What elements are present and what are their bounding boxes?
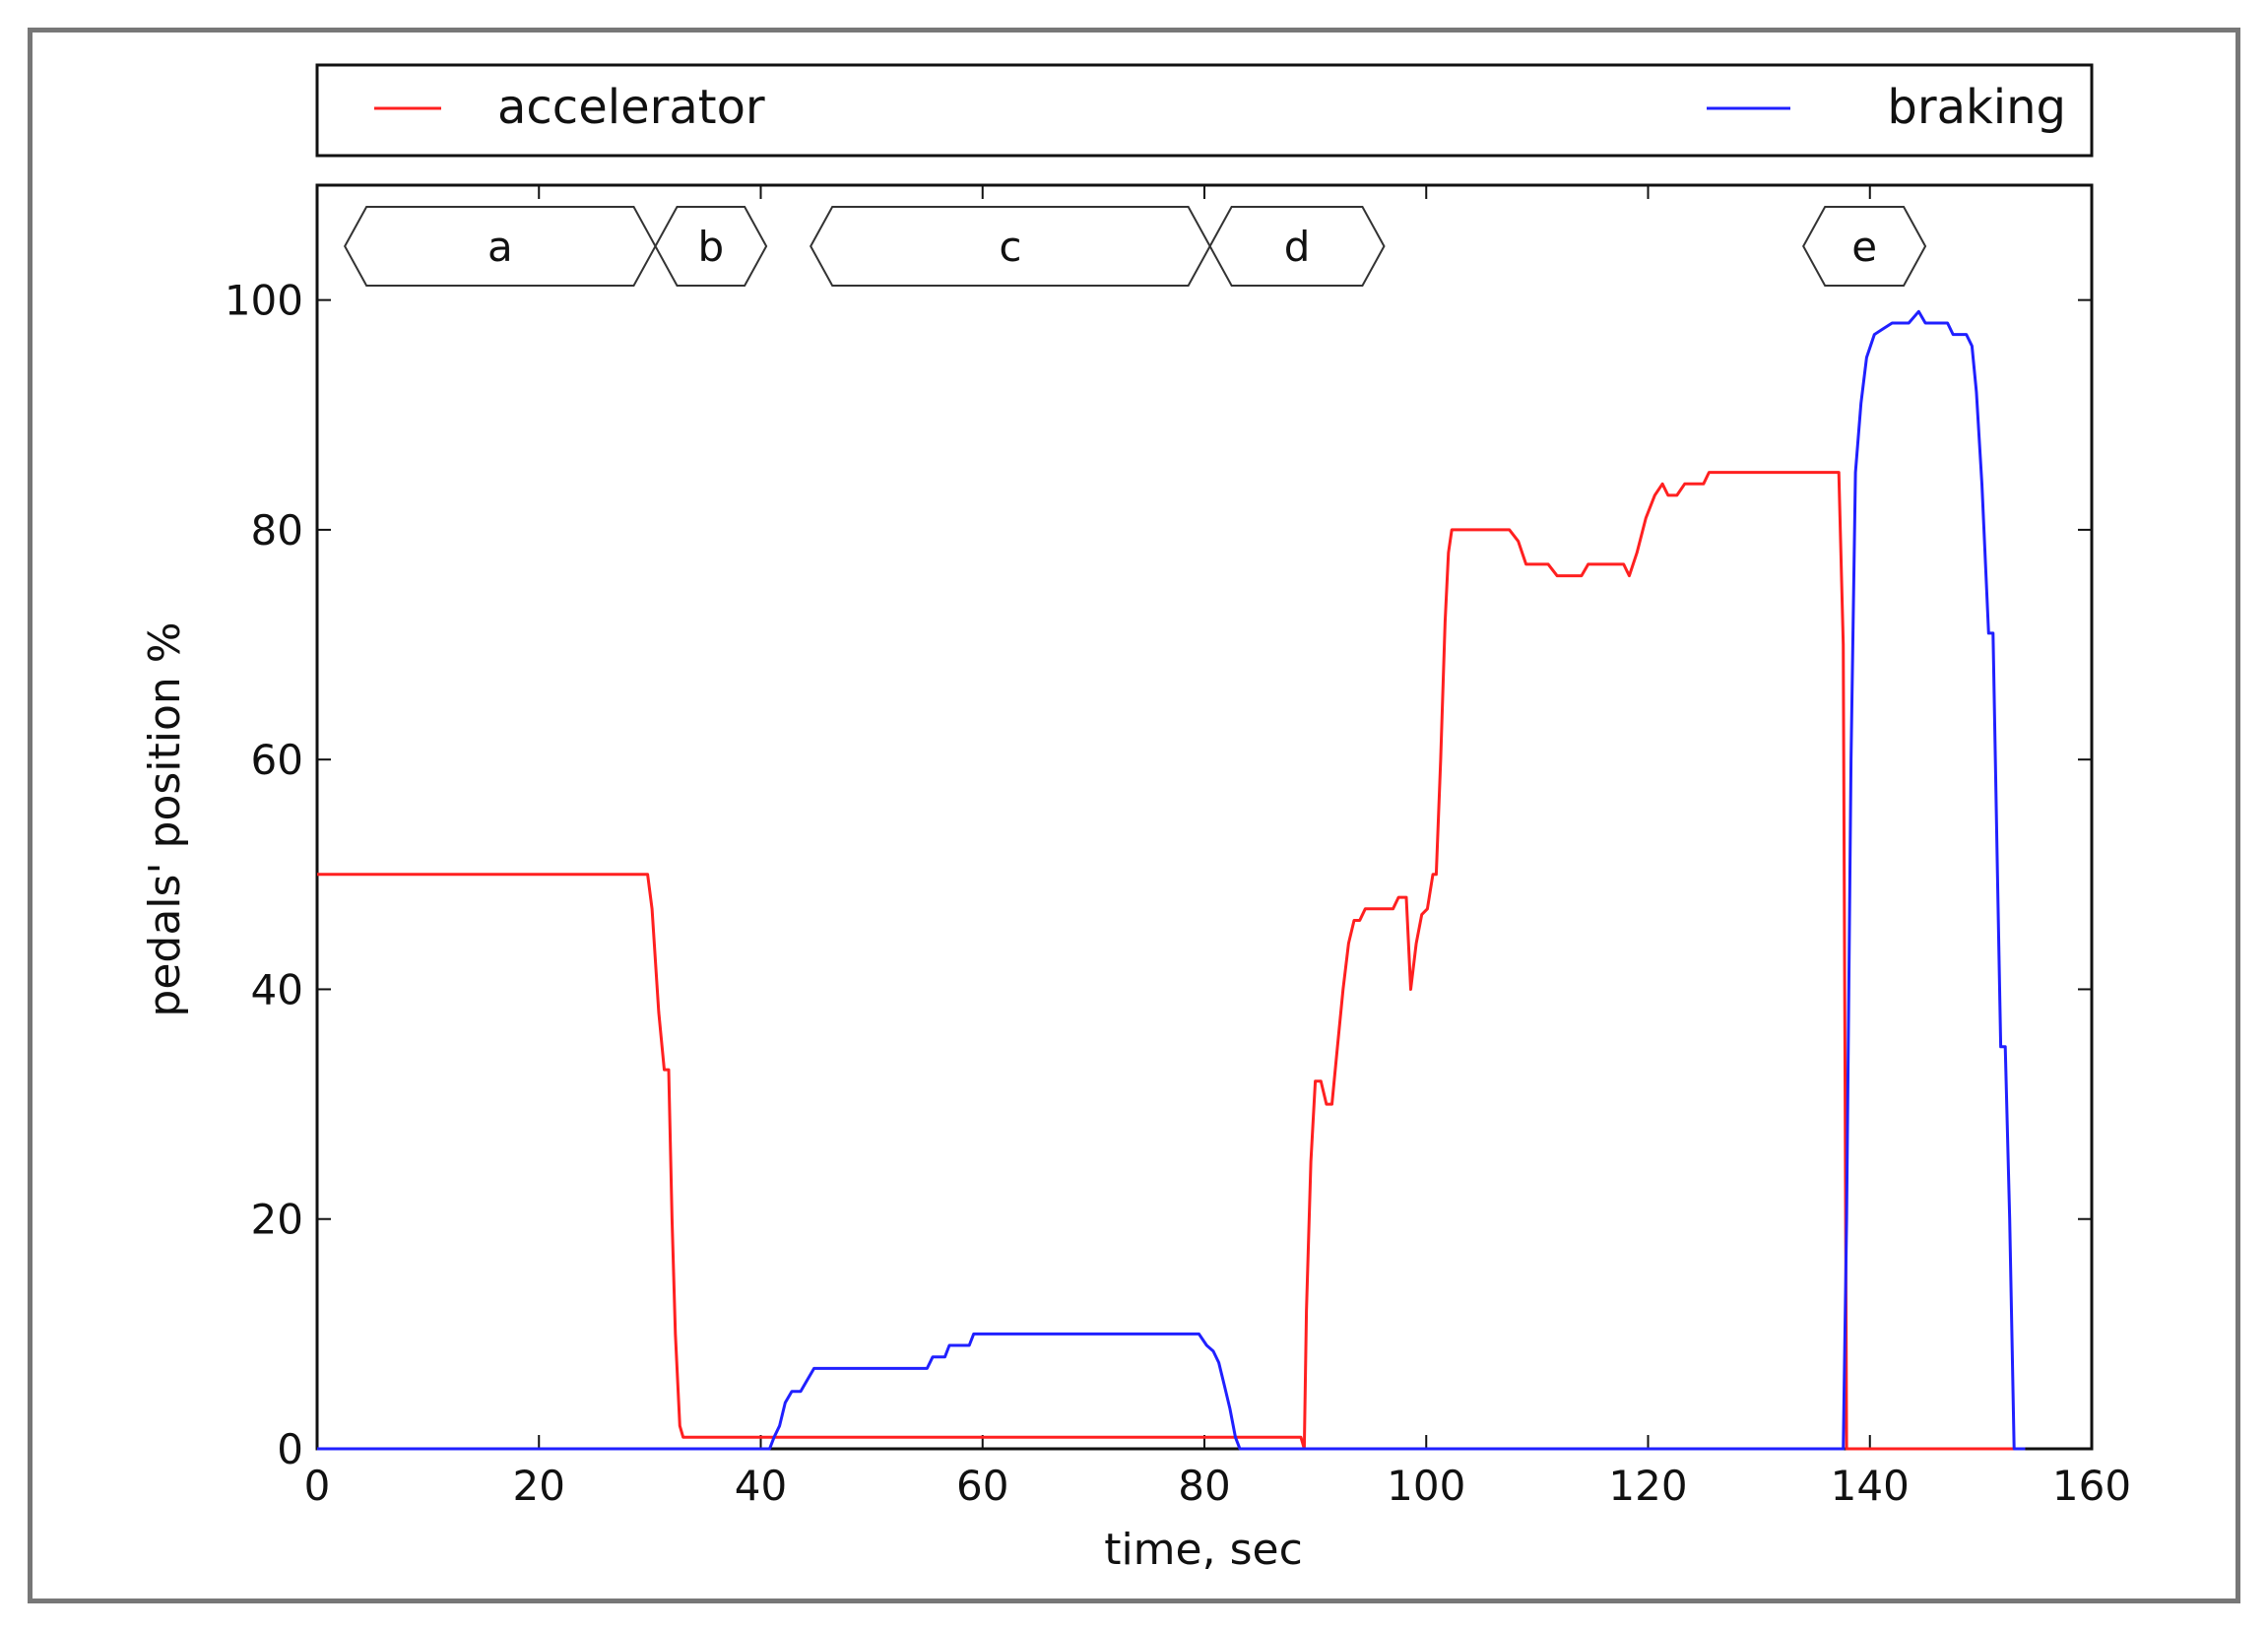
phase-a-label: a: [487, 223, 513, 271]
legend-label-braking: braking: [1887, 80, 2066, 135]
x-tick-label: 100: [1387, 1462, 1465, 1510]
series-line-braking: [317, 309, 2026, 1451]
y-tick-label: 80: [251, 506, 303, 555]
phase-e-label: e: [1851, 223, 1877, 271]
phase-e-marker: [1802, 206, 1927, 287]
x-tick-label: 160: [2052, 1462, 2131, 1510]
x-tick-label: 60: [956, 1462, 1008, 1510]
x-tick-label: 20: [513, 1462, 565, 1510]
data-series: [317, 309, 2026, 1451]
plot-area: [315, 183, 2094, 1451]
y-tick-label: 100: [225, 277, 303, 325]
axis-ticks: 0 20 40 60 80 100 120 140 160 0 20 40 60 80 100: [225, 185, 2131, 1510]
phase-annotations: a b c d e: [344, 206, 1927, 287]
legend-label-accelerator: accelerator: [497, 80, 765, 135]
series-line-accelerator: [317, 471, 2026, 1451]
phase-b-label: b: [697, 223, 724, 271]
phase-b-marker: [654, 206, 768, 287]
y-tick-label: 60: [251, 736, 303, 784]
y-tick-label: 20: [251, 1196, 303, 1244]
y-axis-label: pedals' position %: [140, 621, 190, 1016]
x-tick-label: 0: [304, 1462, 331, 1510]
x-tick-label: 40: [735, 1462, 787, 1510]
phase-c-label: c: [999, 223, 1021, 271]
x-tick-label: 80: [1178, 1462, 1230, 1510]
x-axis-label: time, sec: [1104, 1525, 1303, 1575]
x-tick-label: 120: [1608, 1462, 1687, 1510]
x-tick-label: 140: [1831, 1462, 1910, 1510]
legend-box: [315, 63, 2094, 158]
phase-d-label: d: [1284, 223, 1311, 271]
y-tick-label: 0: [277, 1425, 303, 1473]
phase-d-marker: [1208, 206, 1386, 287]
y-tick-label: 40: [251, 965, 303, 1013]
